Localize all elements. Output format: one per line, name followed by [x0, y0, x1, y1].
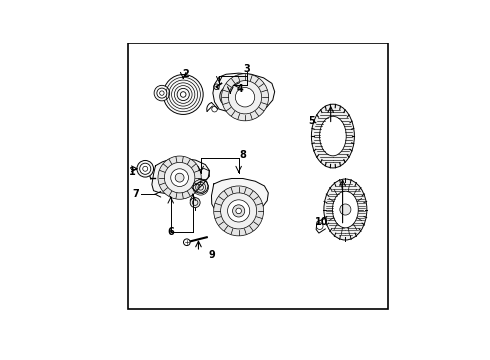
Circle shape — [220, 193, 257, 229]
Circle shape — [220, 86, 241, 107]
Circle shape — [171, 169, 189, 186]
Text: 4: 4 — [237, 85, 244, 94]
Polygon shape — [152, 158, 210, 196]
Circle shape — [164, 162, 195, 193]
Circle shape — [158, 156, 201, 199]
Circle shape — [221, 74, 269, 121]
Polygon shape — [193, 180, 208, 193]
Polygon shape — [212, 179, 269, 219]
Circle shape — [228, 81, 262, 114]
Text: 1: 1 — [129, 167, 136, 177]
Ellipse shape — [324, 179, 367, 240]
Text: 6: 6 — [168, 227, 174, 237]
Circle shape — [223, 89, 238, 104]
Text: 7: 7 — [133, 189, 140, 199]
Text: 9: 9 — [209, 250, 216, 260]
Ellipse shape — [319, 116, 346, 156]
Circle shape — [154, 85, 170, 101]
Circle shape — [177, 89, 189, 100]
Circle shape — [214, 84, 219, 90]
Circle shape — [340, 204, 351, 215]
Text: 5: 5 — [309, 116, 316, 126]
Ellipse shape — [312, 104, 354, 168]
Polygon shape — [213, 73, 275, 115]
Circle shape — [180, 92, 186, 97]
Text: 2: 2 — [183, 69, 189, 79]
Text: 10: 10 — [315, 217, 329, 227]
Circle shape — [190, 198, 200, 208]
Circle shape — [157, 88, 167, 98]
Circle shape — [175, 173, 184, 182]
Ellipse shape — [333, 191, 358, 228]
Circle shape — [183, 239, 190, 246]
Circle shape — [227, 200, 250, 222]
Circle shape — [233, 205, 245, 217]
Circle shape — [163, 75, 203, 114]
Circle shape — [236, 208, 242, 214]
Circle shape — [235, 87, 255, 107]
Circle shape — [214, 186, 264, 236]
Circle shape — [140, 163, 151, 174]
Text: 3: 3 — [244, 64, 250, 74]
Text: 8: 8 — [240, 150, 246, 161]
Circle shape — [137, 161, 153, 177]
